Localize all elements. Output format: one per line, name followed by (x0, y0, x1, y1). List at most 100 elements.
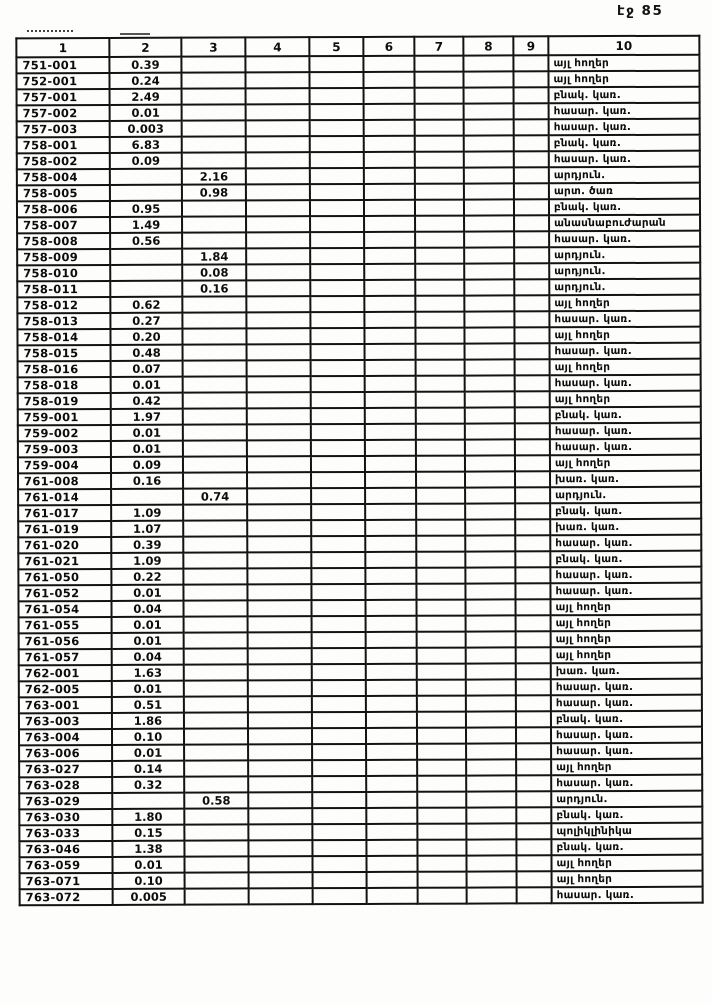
cell-empty (515, 647, 551, 664)
cell-category: հասար. կառ. (550, 678, 702, 696)
cell-empty (366, 807, 418, 824)
cell-empty (415, 407, 465, 424)
cell-empty (414, 71, 464, 88)
cell-category: հասար. կառ. (549, 230, 701, 248)
cell-empty (463, 103, 514, 120)
cell-parcel-code: 758-011 (17, 280, 111, 298)
cell-empty (312, 887, 367, 905)
cell-empty (464, 247, 515, 264)
cell-area-col2: 0.14 (112, 760, 185, 777)
cell-empty (516, 807, 552, 824)
cell-empty (366, 759, 418, 776)
cell-category: հասար. կառ. (549, 342, 701, 360)
cell-empty (366, 871, 418, 888)
cell-empty (466, 855, 517, 872)
cell-empty (364, 231, 416, 248)
cell-empty (464, 439, 515, 456)
cell-empty (514, 423, 550, 440)
cell-empty (363, 55, 415, 72)
cell-empty (464, 231, 515, 248)
cell-empty (311, 535, 366, 553)
cell-empty (363, 119, 415, 136)
cell-empty (365, 535, 417, 552)
cell-parcel-code: 758-015 (17, 344, 111, 362)
cell-area-col2: 2.49 (109, 88, 182, 105)
cell-empty (415, 359, 465, 376)
cell-area-col2: 0.42 (110, 392, 183, 409)
cell-empty (364, 359, 416, 376)
cell-empty (466, 839, 517, 856)
cell-area-col3 (181, 200, 247, 217)
page-number: էջ 85 (617, 3, 664, 19)
cell-empty (417, 791, 467, 808)
cell-empty (309, 151, 364, 169)
cell-parcel-code: 761-055 (18, 616, 112, 634)
cell-parcel-code: 758-010 (17, 264, 111, 282)
cell-area-col3 (182, 408, 247, 425)
cell-empty (464, 455, 516, 472)
cell-category: բնակ. կառ. (548, 86, 700, 104)
cell-empty (365, 567, 417, 584)
cell-empty (365, 519, 417, 536)
cell-empty (514, 231, 550, 248)
cell-category: հասար. կառ. (550, 566, 702, 584)
cell-parcel-code: 758-005 (16, 184, 110, 202)
cell-empty (312, 743, 367, 761)
cell-parcel-code: 758-006 (16, 200, 111, 218)
cell-category: արտ. ծառ (548, 182, 700, 200)
cell-area-col2: 0.07 (110, 360, 183, 377)
cell-empty (248, 808, 313, 825)
cell-empty (363, 103, 415, 120)
cell-area-col3 (182, 440, 247, 457)
cell-parcel-code: 758-001 (16, 136, 110, 154)
cell-empty (514, 455, 551, 472)
cell-empty (513, 135, 549, 152)
cell-parcel-code: 763-004 (18, 728, 113, 746)
cell-empty (364, 311, 416, 328)
cell-empty (465, 471, 516, 488)
cell-parcel-code: 761-017 (18, 504, 112, 522)
cell-empty (309, 135, 364, 153)
cell-area-col3 (183, 616, 248, 633)
cell-empty (463, 183, 514, 200)
cell-empty (365, 487, 417, 504)
cell-area-col2: 0.04 (111, 600, 184, 617)
cell-parcel-code: 759-002 (17, 424, 111, 442)
cell-empty (248, 760, 313, 777)
cell-empty (366, 791, 418, 808)
cell-empty (417, 839, 467, 856)
cell-empty (366, 743, 418, 760)
cell-category: հասար. կառ. (551, 742, 703, 760)
cell-empty (466, 791, 517, 808)
cell-empty (416, 487, 466, 504)
cell-empty (312, 871, 367, 889)
cell-empty (417, 807, 467, 824)
cell-area-col2: 0.01 (110, 376, 183, 393)
cell-empty (516, 839, 552, 856)
cell-empty (513, 119, 549, 136)
cell-area-col3 (181, 56, 246, 73)
cell-parcel-code: 751-001 (16, 56, 110, 74)
cell-empty (416, 711, 466, 728)
cell-empty (247, 504, 312, 521)
cell-empty (515, 583, 551, 600)
cell-empty (466, 823, 517, 840)
cell-area-col2: 1.86 (111, 712, 184, 729)
cell-area-col2: 0.15 (112, 824, 185, 841)
cell-empty (310, 247, 365, 265)
cell-area-col3 (184, 888, 249, 905)
cell-empty (310, 327, 365, 345)
cell-area-col3 (184, 872, 249, 889)
cell-area-col3 (182, 296, 247, 313)
cell-category: արդյուն. (549, 262, 701, 280)
cell-empty (364, 343, 416, 360)
cell-parcel-code: 761-052 (18, 584, 112, 602)
cell-area-col3 (182, 360, 247, 377)
cell-empty (414, 119, 464, 136)
cell-empty (364, 263, 416, 280)
cell-empty (466, 871, 517, 888)
table-body: 751-001 0.39 այլ հողեր 752-001 0.24 այլ հողեր… (16, 54, 703, 906)
cell-area-col2 (109, 184, 182, 201)
cell-area-col3: 2.16 (181, 168, 246, 185)
cell-empty (363, 135, 415, 152)
